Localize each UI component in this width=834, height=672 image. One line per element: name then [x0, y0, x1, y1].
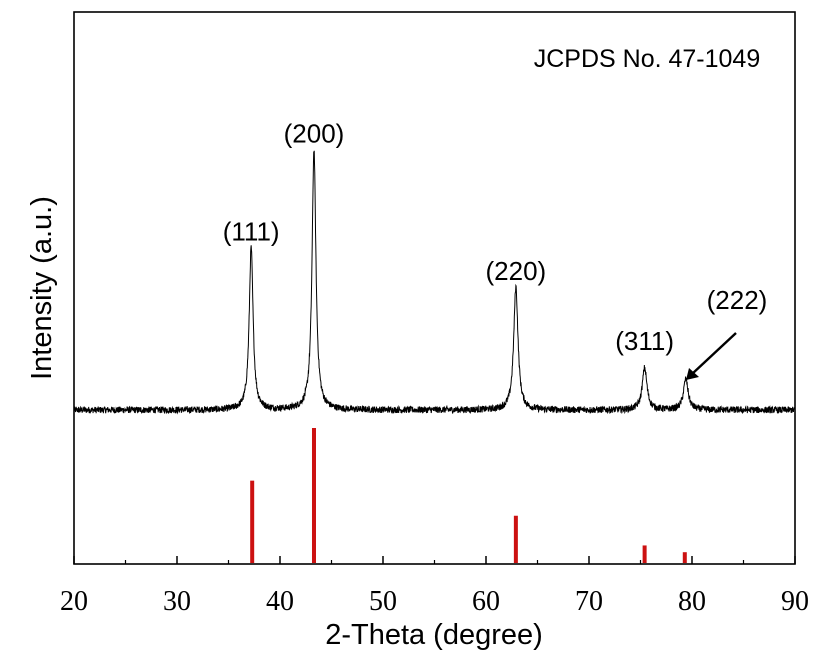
reference-sticks [250, 428, 687, 563]
arrow-annotation-label: (222) [707, 285, 768, 315]
peak-labels: (111) (200) (220) (311) [223, 119, 674, 356]
arrow-222 [686, 332, 737, 380]
reference-annotation: JCPDS No. 47-1049 [534, 45, 761, 73]
plot-frame [73, 11, 796, 565]
reference-stick [311, 428, 316, 563]
x-axis: 20 30 40 50 60 70 80 90 [60, 556, 809, 617]
reference-stick [642, 545, 647, 563]
peak-label: (111) [223, 217, 280, 247]
reference-stick [513, 515, 518, 563]
x-tick-label: 70 [575, 586, 603, 617]
x-axis-label: 2-Theta (degree) [325, 619, 543, 651]
y-axis-label: Intensity (a.u.) [26, 196, 58, 380]
x-tick-label: 30 [163, 586, 191, 617]
peak-label: (220) [486, 256, 547, 286]
x-tick-label: 90 [781, 586, 809, 617]
reference-stick [250, 480, 255, 563]
x-tick-label: 80 [678, 586, 706, 617]
x-tick-label: 60 [472, 586, 500, 617]
reference-stick [682, 552, 687, 563]
peak-label: (311) [615, 326, 674, 356]
x-tick-label: 20 [60, 586, 88, 617]
xrd-pattern-line [73, 150, 796, 415]
peak-label: (200) [284, 119, 345, 149]
x-tick-label: 50 [369, 586, 397, 617]
x-tick-label: 40 [266, 586, 294, 617]
